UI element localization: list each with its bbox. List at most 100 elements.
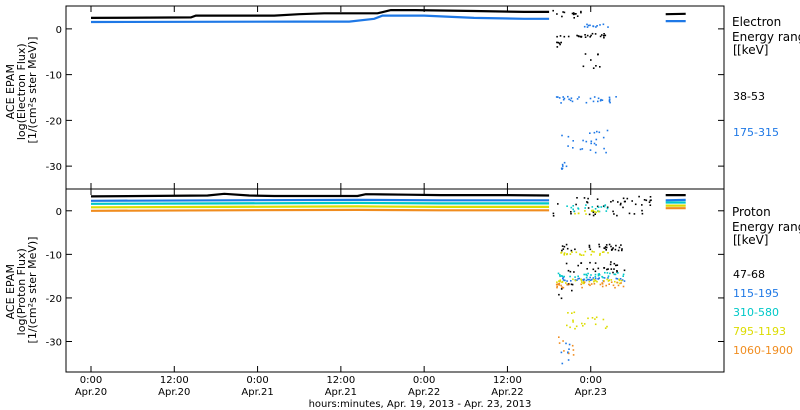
data-point xyxy=(589,284,591,287)
data-point xyxy=(567,145,569,147)
data-point xyxy=(648,201,651,203)
data-point xyxy=(570,212,572,215)
legend-entry-47-68: 47-68 xyxy=(733,268,765,281)
data-point xyxy=(573,210,575,213)
data-point xyxy=(594,273,597,276)
legend-entry-115-195: 115-195 xyxy=(733,287,779,300)
data-point xyxy=(601,34,603,36)
data-point xyxy=(562,276,565,279)
data-point xyxy=(559,35,562,37)
data-point xyxy=(615,277,618,280)
data-point xyxy=(594,318,596,320)
data-point xyxy=(555,96,558,98)
xtick-time-label: 12:00 xyxy=(493,375,522,386)
series-line-115-195 xyxy=(90,198,550,202)
data-point xyxy=(621,279,624,281)
data-point xyxy=(618,278,620,281)
data-point xyxy=(588,278,590,281)
data-point xyxy=(622,275,624,277)
data-point xyxy=(575,13,577,15)
data-point xyxy=(581,148,584,150)
data-point xyxy=(570,280,572,282)
data-point xyxy=(591,278,593,281)
data-point xyxy=(569,275,571,278)
data-point xyxy=(570,283,573,286)
data-point xyxy=(605,284,607,287)
data-point xyxy=(581,286,583,289)
data-point xyxy=(588,283,590,286)
data-point xyxy=(597,53,599,55)
data-point xyxy=(558,336,560,338)
data-point xyxy=(558,284,560,286)
data-point xyxy=(616,271,618,273)
svg-text:Energy range: Energy range xyxy=(732,220,800,234)
data-point xyxy=(587,197,589,200)
data-point xyxy=(567,359,570,361)
data-point xyxy=(559,280,561,283)
data-point xyxy=(567,269,570,272)
xtick-date-label: Apr.23 xyxy=(575,387,607,398)
data-point xyxy=(586,274,588,277)
data-point xyxy=(608,283,610,285)
data-point xyxy=(589,132,591,134)
data-point xyxy=(595,138,598,141)
data-point xyxy=(596,205,599,208)
data-point xyxy=(590,34,592,37)
data-point xyxy=(576,34,578,37)
data-point xyxy=(574,279,577,282)
data-point xyxy=(641,209,643,212)
data-point xyxy=(591,209,593,212)
data-point xyxy=(610,281,613,283)
data-point xyxy=(604,271,606,274)
data-point xyxy=(621,249,623,252)
data-point xyxy=(568,352,570,355)
legend-entry-175-315: 175-315 xyxy=(733,126,779,139)
data-point xyxy=(572,208,574,211)
data-point xyxy=(557,41,559,44)
data-point xyxy=(594,323,597,326)
data-point xyxy=(597,278,599,280)
data-point xyxy=(591,250,593,253)
data-point xyxy=(608,100,611,103)
data-point xyxy=(620,202,622,205)
data-point xyxy=(633,213,636,215)
data-point xyxy=(589,276,591,279)
data-point xyxy=(615,96,617,98)
data-point xyxy=(618,246,621,249)
bottom-ytick-label: -20 xyxy=(46,294,62,305)
data-point xyxy=(562,340,564,342)
data-point xyxy=(603,277,606,279)
data-point xyxy=(620,279,623,282)
data-point xyxy=(572,13,575,16)
panel-top: 0 -10 -20 -30 38-53 175-315 xyxy=(46,5,779,190)
data-point xyxy=(576,15,579,17)
bottom-ytick-label: 0 xyxy=(56,207,62,218)
data-point xyxy=(580,283,582,286)
data-point xyxy=(583,25,586,28)
data-point xyxy=(583,281,586,284)
data-point xyxy=(610,245,612,248)
data-point xyxy=(608,96,611,99)
data-point xyxy=(560,275,563,277)
xtick-date-label: Apr.21 xyxy=(325,387,357,398)
data-point xyxy=(590,274,592,276)
data-point xyxy=(556,286,558,289)
data-point xyxy=(577,212,580,215)
data-point xyxy=(578,96,580,98)
data-point xyxy=(604,246,607,248)
data-point xyxy=(600,98,602,101)
data-point xyxy=(594,275,597,278)
data-point xyxy=(560,297,563,300)
data-point xyxy=(577,275,579,278)
xtick-date-label: Apr.21 xyxy=(241,387,273,398)
bottom-plot-frame xyxy=(65,188,725,373)
data-point xyxy=(591,206,594,208)
data-point xyxy=(580,10,582,13)
data-point xyxy=(575,251,578,254)
data-point xyxy=(602,318,605,321)
data-point xyxy=(612,210,614,213)
data-point xyxy=(591,317,594,319)
data-point xyxy=(619,282,621,285)
data-point xyxy=(580,254,583,256)
data-point xyxy=(588,246,591,248)
